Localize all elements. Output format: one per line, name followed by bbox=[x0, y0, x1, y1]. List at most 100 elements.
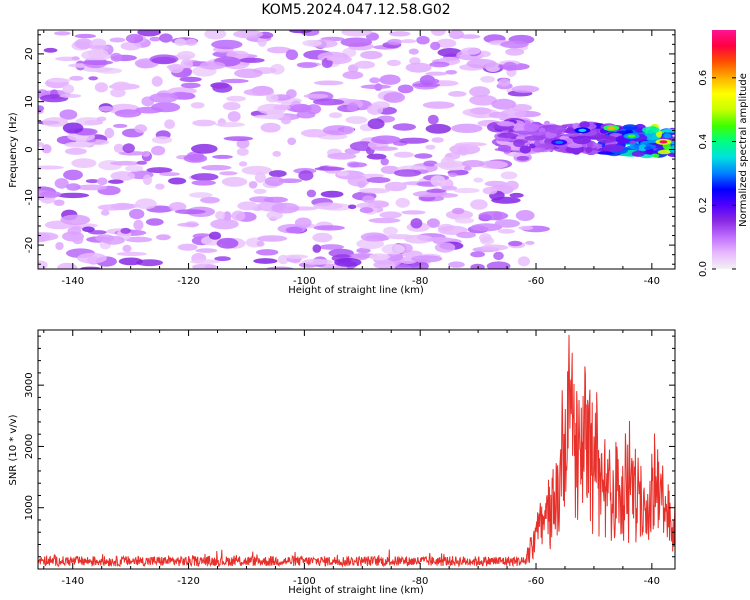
heatmap-cell bbox=[452, 207, 465, 215]
heatmap-cell bbox=[190, 259, 220, 265]
heatmap-cell bbox=[429, 61, 450, 68]
heatmap-cell bbox=[480, 244, 509, 251]
snr-x-ticks: -140 -120 -100 -80 -60 -40 bbox=[43, 330, 660, 587]
heatmap-cell bbox=[120, 227, 131, 234]
heatmap-cell bbox=[204, 30, 227, 40]
heatmap-cell bbox=[458, 34, 481, 39]
heatmap-cell bbox=[456, 231, 476, 239]
heatmap-cell bbox=[360, 232, 388, 242]
heatmap-cell bbox=[60, 214, 91, 226]
heatmap-cell bbox=[380, 158, 389, 166]
heatmap-cell bbox=[301, 258, 334, 265]
heatmap-peak bbox=[627, 134, 636, 138]
colorbar-tick-label: 0.2 bbox=[698, 197, 709, 213]
heatmap-cell bbox=[369, 253, 390, 261]
heatmap-cell bbox=[192, 119, 217, 127]
heatmap-cell bbox=[519, 145, 531, 154]
heatmap-cell bbox=[500, 40, 529, 49]
heatmap-cell bbox=[80, 266, 101, 269]
heatmap-cell bbox=[383, 226, 398, 236]
heatmap-cell bbox=[219, 171, 238, 176]
heatmap-cell bbox=[113, 143, 124, 153]
heatmap-cell bbox=[236, 147, 249, 156]
heatmap-cell bbox=[460, 47, 481, 55]
heatmap-cell bbox=[71, 56, 80, 61]
heatmap-cell bbox=[233, 30, 264, 39]
heatmap-cell bbox=[110, 160, 141, 166]
heatmap-cell bbox=[430, 78, 440, 84]
x-tick-label: -100 bbox=[293, 276, 316, 287]
heatmap-cell bbox=[448, 91, 467, 97]
heatmap-cell bbox=[379, 211, 402, 219]
heatmap-cell bbox=[422, 101, 455, 109]
heatmap-cell bbox=[346, 102, 359, 112]
heatmap-cell bbox=[97, 204, 127, 211]
heatmap-cell bbox=[448, 261, 465, 268]
heatmap-cell bbox=[43, 47, 58, 53]
heatmap-peak bbox=[659, 140, 668, 144]
heatmap-cell bbox=[199, 61, 226, 70]
heatmap-cell bbox=[327, 152, 357, 160]
heatmap-cell bbox=[263, 196, 288, 203]
heatmap-cell bbox=[544, 120, 550, 125]
heatmap-cell bbox=[448, 172, 458, 177]
heatmap-cell bbox=[306, 189, 317, 198]
heatmap-cell bbox=[449, 143, 481, 155]
heatmap-cell bbox=[125, 236, 153, 243]
heatmap-cell bbox=[57, 192, 90, 199]
heatmap-cell bbox=[394, 264, 413, 269]
heatmap-cell bbox=[358, 188, 390, 194]
heatmap-cell bbox=[53, 199, 65, 206]
heatmap-cell bbox=[168, 177, 187, 185]
heatmap-cell bbox=[164, 119, 176, 130]
heatmap-cell bbox=[405, 62, 432, 73]
heatmap-cell bbox=[136, 160, 148, 165]
heatmap-cell bbox=[408, 48, 419, 55]
heatmap-cell bbox=[419, 75, 436, 86]
heatmap-cell bbox=[145, 218, 164, 226]
x-tick-label: -140 bbox=[61, 576, 84, 587]
heatmap-cell bbox=[155, 183, 165, 190]
heatmap-cell bbox=[423, 160, 438, 167]
heatmap-cell bbox=[114, 109, 142, 118]
heatmap-cell bbox=[652, 153, 660, 158]
heatmap-cell bbox=[572, 135, 591, 145]
heatmap-cell bbox=[436, 38, 457, 48]
heatmap-cell bbox=[183, 154, 208, 163]
heatmap-cell bbox=[345, 116, 368, 124]
heatmap-cell bbox=[497, 133, 519, 139]
heatmap-cell bbox=[257, 235, 288, 242]
heatmap-cell bbox=[57, 262, 78, 269]
heatmap-cell bbox=[180, 58, 193, 70]
heatmap-cell bbox=[440, 156, 455, 168]
heatmap-cell bbox=[227, 111, 241, 122]
heatmap-cell bbox=[384, 181, 407, 192]
snr-frame bbox=[37, 329, 676, 570]
heatmap-peak bbox=[578, 128, 587, 132]
heatmap-cell bbox=[96, 116, 107, 122]
x-tick-label: -80 bbox=[412, 276, 428, 287]
heatmap-cell bbox=[393, 169, 422, 177]
heatmap-cell bbox=[200, 196, 220, 204]
heatmap-cell bbox=[41, 144, 52, 154]
heatmap-cell bbox=[87, 49, 109, 59]
heatmap-cell bbox=[223, 136, 254, 142]
heatmap-cell bbox=[64, 147, 87, 155]
heatmap-cell bbox=[174, 38, 187, 47]
heatmap-cell bbox=[142, 174, 152, 186]
y-tick-label: 0 bbox=[24, 146, 35, 152]
heatmap-cell bbox=[371, 101, 390, 109]
snr-y-label: SNR (10 * v/v) bbox=[8, 414, 19, 485]
heatmap-cell bbox=[241, 165, 272, 175]
heatmap-cell bbox=[534, 140, 541, 147]
heatmap-cell bbox=[226, 95, 246, 102]
x-tick-label: -40 bbox=[644, 276, 660, 287]
heatmap-cell bbox=[298, 170, 314, 181]
heatmap-cell bbox=[266, 266, 294, 269]
heatmap-cell bbox=[401, 210, 426, 215]
heatmap-cell bbox=[151, 145, 166, 156]
heatmap-cell bbox=[302, 39, 322, 47]
heatmap-cell bbox=[137, 30, 162, 37]
colorbar-tick-label: 0.0 bbox=[698, 261, 709, 277]
heatmap-cell bbox=[565, 145, 585, 154]
